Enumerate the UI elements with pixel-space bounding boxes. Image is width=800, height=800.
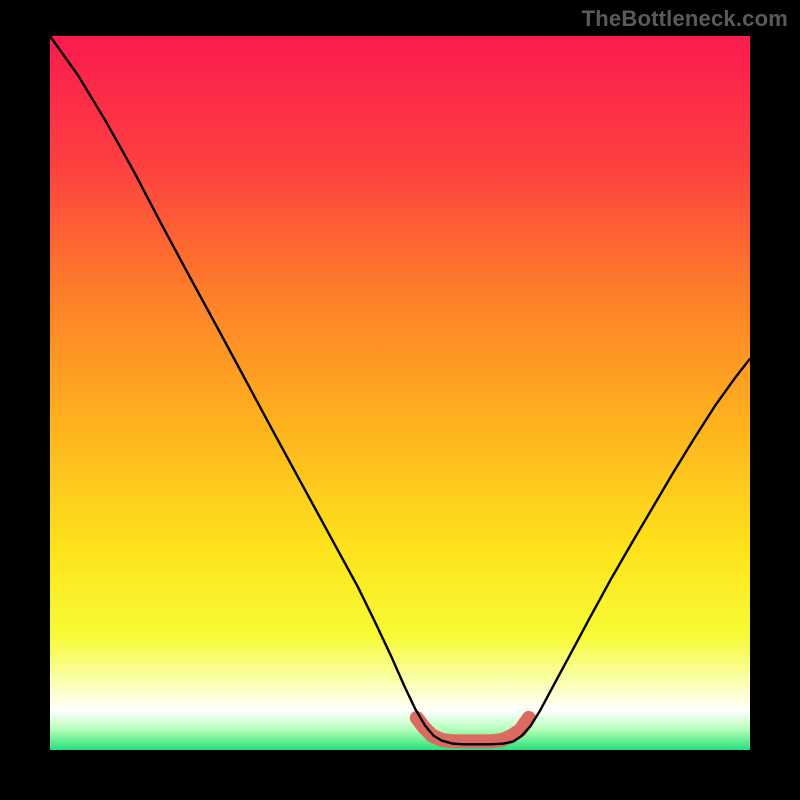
chart-container: TheBottleneck.com <box>0 0 800 800</box>
chart-background-gradient <box>50 36 750 750</box>
bottleneck-chart <box>0 0 800 800</box>
watermark-text: TheBottleneck.com <box>582 6 788 32</box>
